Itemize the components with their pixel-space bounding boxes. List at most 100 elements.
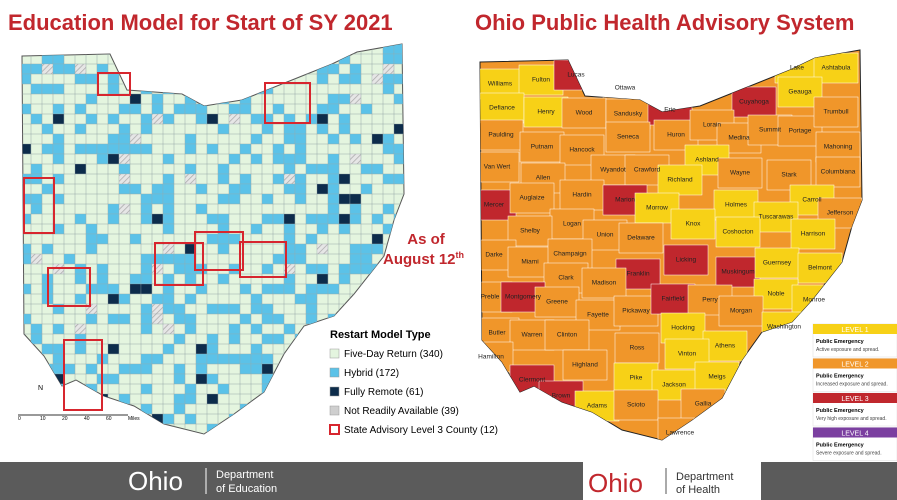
district: [30, 113, 43, 125]
district: [184, 63, 197, 75]
county-label: Jefferson: [827, 210, 854, 217]
county: [534, 286, 580, 318]
district: [305, 213, 318, 225]
district: [118, 403, 131, 415]
legend-label: State Advisory Level 3 County (12): [344, 425, 498, 436]
district: [239, 183, 252, 195]
county-label: Gallia: [695, 401, 712, 408]
district: [63, 383, 76, 395]
district: [96, 44, 109, 55]
district: [195, 83, 208, 95]
district: [162, 173, 175, 185]
district: [294, 63, 307, 75]
district: [129, 63, 142, 75]
district: [294, 433, 307, 434]
district: [151, 193, 164, 205]
district: [52, 143, 65, 155]
district: [52, 53, 65, 65]
district: [30, 363, 43, 375]
district: [272, 373, 285, 385]
county-label: Vinton: [678, 351, 697, 358]
odh-logo-box: [583, 462, 761, 500]
county-label: Crawford: [634, 167, 661, 174]
district: [393, 143, 404, 155]
district: [283, 433, 296, 434]
district: [371, 293, 384, 305]
county-label: Ashland: [695, 157, 719, 164]
district: [283, 323, 296, 335]
district: [118, 123, 131, 135]
level-desc: Severe exposure and spread.: [816, 451, 882, 457]
district: [316, 283, 329, 295]
district: [85, 433, 98, 434]
district: [294, 44, 307, 55]
district: [22, 44, 32, 55]
district: [316, 53, 329, 65]
county-label: Perry: [702, 297, 718, 304]
district: [261, 283, 274, 295]
district: [74, 143, 87, 155]
as-of: As of: [407, 231, 446, 248]
district: [22, 423, 32, 434]
county-label: Adams: [587, 403, 608, 410]
district: [228, 413, 241, 425]
district: [283, 223, 296, 235]
district: [184, 83, 197, 95]
district: [294, 413, 307, 425]
county-label: Franklin: [626, 271, 650, 278]
district: [228, 53, 241, 65]
district: [305, 323, 318, 335]
county: [605, 121, 651, 153]
district: [173, 403, 186, 415]
district: [52, 133, 65, 145]
county-label: Richland: [667, 177, 693, 184]
district: [250, 323, 263, 335]
district: [173, 63, 186, 75]
district: [294, 133, 307, 145]
county-label: Williams: [488, 81, 513, 88]
district: [371, 243, 384, 255]
district: [30, 83, 43, 95]
district: [338, 273, 351, 285]
district: [52, 153, 65, 165]
district: [305, 263, 318, 275]
county-label: Preble: [481, 294, 500, 301]
district: [151, 263, 164, 275]
left-title: Education Model for Start of SY 2021: [8, 10, 393, 35]
district: [140, 313, 153, 325]
district: [393, 213, 404, 225]
district: [338, 44, 351, 55]
district: [382, 203, 395, 215]
district: [30, 163, 43, 175]
district: [283, 353, 296, 365]
district: [217, 273, 230, 285]
district: [74, 123, 87, 135]
district: [250, 133, 263, 145]
district: [261, 53, 274, 65]
district: [195, 73, 208, 85]
district: [85, 223, 98, 235]
scale-label: 60: [106, 416, 112, 422]
district: [228, 333, 241, 345]
legend-swatch: [329, 386, 340, 397]
district: [129, 233, 142, 245]
district: [85, 113, 98, 125]
district: [393, 53, 404, 65]
district: [305, 373, 318, 385]
district: [162, 433, 175, 434]
district: [382, 293, 395, 305]
district: [107, 293, 120, 305]
as-of-date: August 12th: [383, 250, 464, 268]
district: [151, 213, 164, 225]
district: [294, 393, 307, 405]
district: [239, 353, 252, 365]
district: [393, 173, 404, 185]
level-desc: Increased exposure and spread.: [816, 382, 888, 388]
county-label: Scioto: [627, 402, 645, 409]
district: [261, 44, 274, 55]
district: [349, 153, 362, 165]
district: [283, 53, 296, 65]
district: [52, 383, 65, 395]
district: [85, 363, 98, 375]
district: [41, 403, 54, 415]
